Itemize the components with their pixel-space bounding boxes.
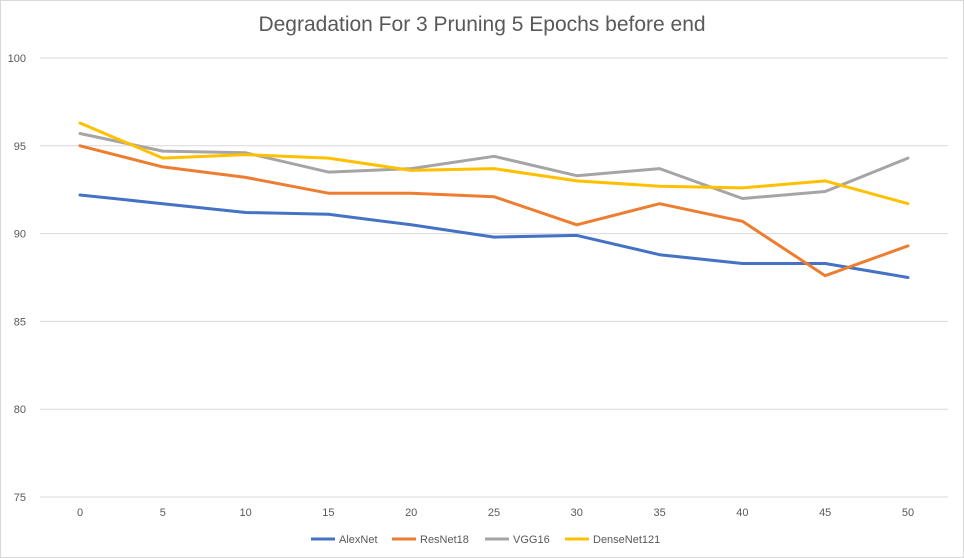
- y-tick-label: 90: [14, 229, 26, 241]
- x-tick-label: 40: [736, 507, 748, 519]
- x-tick-label: 50: [902, 507, 914, 519]
- series-line-densenet121: [78, 121, 910, 206]
- x-tick-label: 15: [322, 507, 334, 519]
- y-tick-label: 80: [14, 404, 26, 416]
- y-tick-label: 100: [8, 53, 26, 65]
- y-tick-label: 85: [14, 316, 26, 328]
- x-tick-label: 5: [160, 507, 166, 519]
- x-tick-label: 25: [488, 507, 500, 519]
- series-line-alexnet: [78, 193, 910, 279]
- chart-title: Degradation For 3 Pruning 5 Epochs befor…: [258, 13, 706, 36]
- series-line-resnet18: [78, 144, 910, 278]
- y-tick-label: 95: [14, 141, 26, 153]
- x-tick-label: 0: [77, 507, 83, 519]
- series-line-vgg16: [78, 132, 910, 200]
- legend-label-alexnet: AlexNet: [339, 534, 378, 546]
- y-tick-label: 75: [14, 492, 26, 504]
- legend-label-vgg16: VGG16: [513, 534, 550, 546]
- x-tick-label: 20: [405, 507, 417, 519]
- x-tick-label: 45: [819, 507, 831, 519]
- x-tick-label: 10: [239, 507, 251, 519]
- legend-label-densenet121: DenseNet121: [593, 534, 660, 546]
- legend-label-resnet18: ResNet18: [420, 534, 469, 546]
- x-tick-label: 35: [653, 507, 665, 519]
- x-tick-label: 30: [571, 507, 583, 519]
